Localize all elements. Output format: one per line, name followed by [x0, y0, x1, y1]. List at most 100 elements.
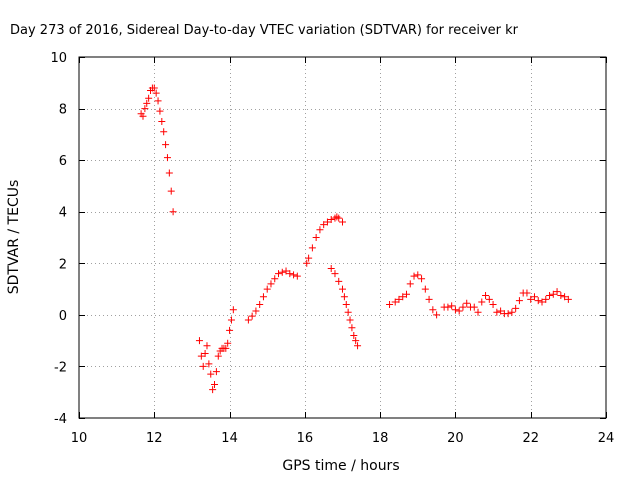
y-tick-label: 10 — [50, 51, 67, 66]
data-point — [165, 169, 173, 177]
data-point — [463, 299, 471, 307]
data-point — [248, 312, 256, 320]
data-point — [141, 105, 149, 113]
data-point — [344, 308, 352, 316]
data-point — [163, 154, 171, 162]
x-tick-label: 12 — [146, 431, 163, 446]
data-point — [227, 316, 235, 324]
data-point — [512, 304, 520, 312]
data-point — [327, 215, 335, 223]
data-point — [339, 218, 346, 226]
data-point — [154, 97, 162, 105]
data-point — [538, 298, 546, 306]
data-point — [444, 303, 452, 311]
data-point — [143, 99, 151, 107]
plot-frame — [78, 56, 607, 419]
data-point — [414, 271, 422, 279]
data-point — [327, 264, 335, 272]
data-point — [145, 94, 153, 102]
data-point — [350, 331, 358, 339]
data-point — [312, 234, 320, 241]
data-point — [406, 280, 414, 288]
y-tick-label: 2 — [59, 257, 67, 272]
data-point — [335, 214, 343, 222]
data-point — [425, 295, 433, 303]
data-point — [259, 293, 267, 301]
data-point — [448, 302, 456, 310]
data-point — [395, 295, 403, 303]
data-point — [459, 303, 467, 311]
data-point — [211, 380, 219, 388]
data-point — [546, 292, 554, 300]
data-point — [340, 293, 348, 301]
chart-title: Day 273 of 2016, Sidereal Day-to-day VTE… — [10, 23, 519, 38]
data-point — [478, 298, 486, 306]
x-tick-label: 22 — [522, 431, 539, 446]
x-tick-label: 16 — [297, 431, 314, 446]
data-point — [152, 89, 160, 97]
data-point — [402, 290, 410, 298]
data-point — [197, 352, 205, 360]
data-point — [335, 277, 343, 285]
data-point — [252, 307, 260, 315]
x-tick-label: 18 — [372, 431, 389, 446]
data-point — [421, 285, 429, 293]
data-point — [150, 84, 158, 92]
data-point — [275, 270, 283, 278]
data-point — [482, 292, 490, 300]
data-point — [222, 344, 230, 352]
y-tick-label: 0 — [59, 309, 67, 324]
data-point — [455, 307, 463, 315]
y-tick-label: 6 — [59, 154, 67, 169]
data-point — [201, 350, 209, 358]
x-tick-label: 14 — [221, 431, 238, 446]
data-point — [224, 339, 232, 347]
data-point — [282, 267, 290, 275]
data-point — [474, 308, 482, 316]
data-point — [305, 254, 313, 262]
data-points — [137, 84, 572, 394]
data-point — [229, 306, 237, 314]
data-point — [527, 295, 535, 303]
data-point — [195, 337, 203, 345]
data-point — [451, 306, 459, 314]
data-point — [386, 301, 394, 309]
data-point — [493, 308, 501, 316]
data-point — [271, 275, 279, 283]
data-point — [156, 107, 164, 115]
data-point — [508, 308, 516, 316]
data-point — [342, 301, 350, 309]
data-point — [139, 112, 147, 120]
data-point — [418, 275, 426, 283]
data-point — [553, 288, 561, 296]
data-point — [561, 293, 569, 301]
data-point — [267, 280, 275, 288]
data-point — [263, 285, 271, 293]
data-point — [290, 271, 298, 279]
data-point — [354, 342, 362, 350]
data-point — [352, 337, 360, 345]
data-point — [209, 386, 217, 394]
x-tick-label: 24 — [598, 431, 615, 446]
data-point — [316, 226, 324, 234]
x-tick-label: 10 — [71, 431, 88, 446]
data-point — [433, 311, 441, 319]
data-point — [470, 303, 478, 311]
x-axis-label: GPS time / hours — [282, 458, 399, 474]
data-point — [564, 295, 572, 303]
data-point — [308, 244, 316, 252]
data-point — [429, 306, 437, 314]
data-point — [286, 270, 294, 278]
data-point — [485, 295, 493, 303]
data-point — [399, 293, 407, 301]
y-tick-label: -2 — [54, 360, 67, 375]
data-point — [515, 297, 523, 305]
data-point — [226, 326, 234, 334]
data-point — [203, 342, 211, 350]
data-point — [303, 259, 311, 267]
data-point — [293, 272, 301, 280]
data-point — [160, 128, 168, 136]
data-point — [410, 272, 418, 280]
data-point — [169, 208, 177, 216]
